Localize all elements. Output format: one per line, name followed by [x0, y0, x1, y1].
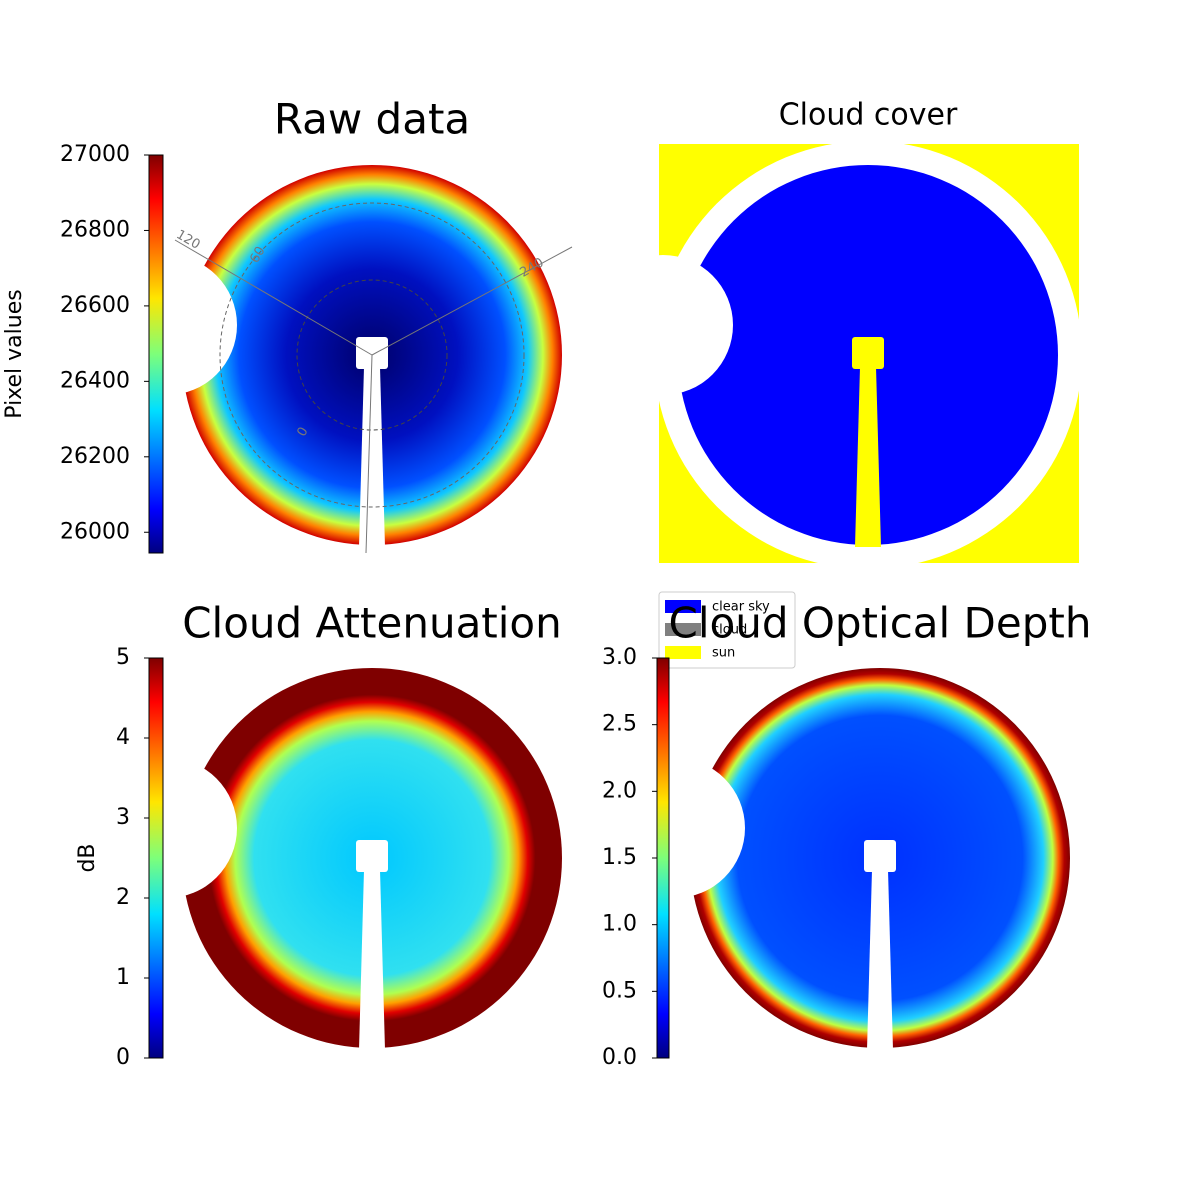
colorbar-tick-label: 26400: [60, 368, 130, 393]
colorbar-tick-label: 2.0: [602, 778, 637, 803]
legend-label: sun: [712, 646, 735, 661]
polar-grid: [219, 202, 525, 508]
obstruction: [97, 255, 237, 395]
colorbar-tick-label: 26600: [60, 293, 130, 318]
polar-grid: [174, 239, 373, 356]
colorbar-tick-label: 0.0: [602, 1045, 637, 1070]
mast: [855, 367, 881, 547]
colorbar-tick-label: 27000: [60, 142, 130, 167]
mast: [867, 870, 893, 1050]
panel-title: Cloud Attenuation: [182, 599, 562, 648]
colorbar-tick-label: 2.5: [602, 712, 637, 737]
panel-title: Cloud cover: [779, 98, 958, 133]
mast: [359, 367, 385, 547]
colorbar-label: Pixel values: [2, 289, 27, 418]
obstruction: [97, 758, 237, 898]
mast-head: [356, 337, 388, 369]
obstruction: [593, 255, 733, 395]
colorbar-tick-label: 2: [116, 885, 130, 910]
colorbar-tick-label: 0: [116, 1045, 130, 1070]
legend-swatch: [665, 623, 701, 636]
mast: [359, 870, 385, 1050]
colorbar-tick-label: 3.0: [602, 645, 637, 670]
mast-head: [356, 840, 388, 872]
mast-head: [852, 337, 884, 369]
obstruction: [605, 758, 745, 898]
colorbar: [656, 657, 670, 1059]
polar-grid: [371, 246, 573, 356]
colorbar: [148, 657, 164, 1059]
legend-swatch: [665, 600, 701, 613]
colorbar-tick-label: 26200: [60, 444, 130, 469]
colorbar-tick-label: 1: [116, 965, 130, 990]
colorbar-label: dB: [75, 843, 100, 872]
colorbar-tick-label: 26800: [60, 217, 130, 242]
mast-head: [864, 840, 896, 872]
polar-grid: [296, 279, 448, 431]
panel-title: Raw data: [274, 95, 470, 144]
legend-swatch: [665, 646, 701, 659]
colorbar: [148, 154, 164, 554]
colorbar-tick-label: 0.5: [602, 978, 637, 1003]
panel-title: Cloud Optical Depth: [669, 599, 1092, 648]
polar-label: 60: [247, 244, 268, 266]
legend-label: clear sky: [712, 600, 770, 615]
polar-grid: [365, 354, 373, 554]
colorbar-tick-label: 26000: [60, 519, 130, 544]
legend-label: cloud: [712, 623, 747, 638]
colorbar-tick-label: 1.5: [602, 845, 637, 870]
colorbar-tick-label: 3: [116, 805, 130, 830]
colorbar-tick-label: 5: [116, 645, 130, 670]
colorbar-tick-label: 4: [116, 725, 130, 750]
colorbar-tick-label: 1.0: [602, 912, 637, 937]
polar-label: 120: [173, 227, 202, 252]
